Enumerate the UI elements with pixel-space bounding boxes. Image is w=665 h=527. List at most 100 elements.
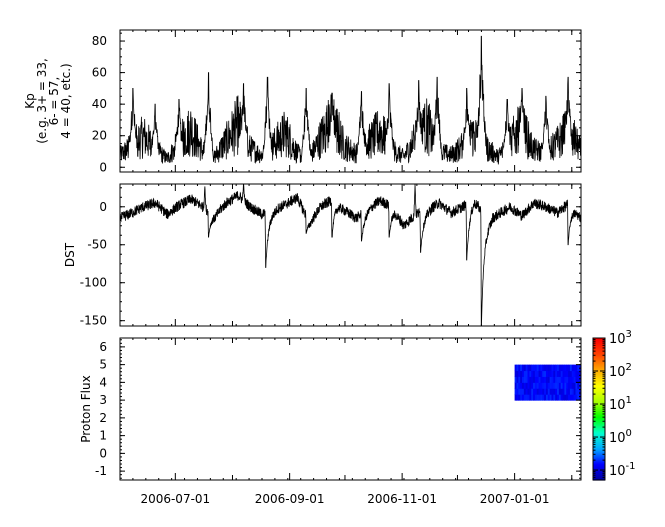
heatmap-cell xyxy=(547,382,551,389)
heatmap-cell xyxy=(577,382,580,389)
heatmap-cell xyxy=(516,388,519,395)
heatmap-cell xyxy=(514,382,517,389)
y-axis-label-line: DST xyxy=(63,242,77,267)
colorbar-band xyxy=(593,371,605,373)
heatmap-cell xyxy=(566,376,569,383)
x-tick-label: 2006-07-01 xyxy=(140,492,210,506)
y-tick-label: -100 xyxy=(80,276,107,290)
y-tick-label: 0 xyxy=(99,160,107,174)
heatmap-cell xyxy=(562,382,565,389)
dst-line xyxy=(119,183,582,327)
heatmap-cell xyxy=(538,388,541,395)
colorbar-band xyxy=(593,408,605,410)
heatmap-cell xyxy=(516,370,519,377)
colorbar-band xyxy=(593,394,605,396)
y-axis-label-line: Kp xyxy=(23,93,37,109)
colorbar-band xyxy=(593,437,605,439)
y-axis-label-line: (e.g. 3+ = 33, xyxy=(35,58,49,144)
heatmap-cell xyxy=(523,382,527,389)
colorbar-band xyxy=(593,439,605,441)
colorbar-band xyxy=(593,339,605,341)
proton-flux-plot-frame xyxy=(119,337,582,481)
dst-panel: 0 -50 -100 -150 DST xyxy=(63,183,582,328)
colorbar-band xyxy=(593,385,605,387)
heatmap-cell xyxy=(518,388,521,395)
heatmap-cell xyxy=(549,394,552,401)
colorbar-band xyxy=(593,419,605,421)
heatmap-cell xyxy=(531,364,534,372)
colorbar-band xyxy=(593,374,605,376)
colorbar-band xyxy=(593,338,605,340)
heatmap-cell xyxy=(525,394,529,401)
heatmap-cell xyxy=(568,376,571,383)
heatmap-cell xyxy=(566,370,569,377)
dst-series-line xyxy=(119,183,582,327)
colorbar-band xyxy=(593,469,605,471)
x-tick-label: 2007-01-01 xyxy=(480,492,550,506)
colorbar-band xyxy=(593,356,605,358)
colorbar-band xyxy=(593,468,605,470)
heatmap-cell xyxy=(553,394,556,401)
proton-flux-y-axis-label: Proton Flux xyxy=(79,375,93,442)
heatmap-cell xyxy=(523,394,527,401)
colorbar-band xyxy=(593,373,605,375)
heatmap-cell xyxy=(557,364,560,372)
heatmap-cell xyxy=(569,370,573,377)
y-tick-label: -150 xyxy=(80,314,107,328)
heatmap-cell xyxy=(523,364,527,372)
heatmap-cell xyxy=(533,370,536,377)
colorbar-band xyxy=(593,353,605,355)
colorbar-band xyxy=(593,354,605,356)
heatmap-cell xyxy=(571,388,575,395)
heatmap-cell xyxy=(575,388,578,395)
heatmap-cell xyxy=(520,376,523,383)
heatmap-cell xyxy=(568,394,571,401)
colorbar-band xyxy=(593,398,605,400)
y-axis-label-line: 4 = 40, etc.) xyxy=(59,63,73,138)
y-tick-label: 40 xyxy=(92,97,107,111)
colorbar-band xyxy=(593,477,605,479)
heatmap-cell xyxy=(533,376,536,383)
colorbar-band xyxy=(593,449,605,451)
heatmap-cell xyxy=(538,394,541,401)
colorbar-band xyxy=(593,450,605,452)
heatmap-cell xyxy=(557,376,560,383)
heatmap-cell xyxy=(536,394,540,401)
colorbar-band xyxy=(593,411,605,413)
colorbar-band xyxy=(593,451,605,453)
colorbar-band xyxy=(593,444,605,446)
heatmap-cell xyxy=(555,376,558,383)
colorbar-band xyxy=(593,384,605,386)
heatmap-cell xyxy=(577,370,580,377)
colorbar-band xyxy=(593,412,605,414)
colorbar-band xyxy=(593,417,605,419)
colorbar-band xyxy=(593,423,605,425)
colorbar-band xyxy=(593,441,605,443)
heatmap-cell xyxy=(529,364,532,372)
heatmap-cell xyxy=(549,364,552,372)
colorbar-band xyxy=(593,380,605,382)
colorbar-tick-label: 101 xyxy=(609,395,632,413)
colorbar-band xyxy=(593,382,605,384)
colorbar-band xyxy=(593,346,605,348)
heatmap-cell xyxy=(551,370,554,377)
colorbar-band xyxy=(593,462,605,464)
colorbar-band xyxy=(593,466,605,468)
heatmap-cell xyxy=(558,376,562,383)
heatmap-cell xyxy=(521,394,525,401)
colorbar-band xyxy=(593,457,605,459)
colorbar-band xyxy=(593,421,605,423)
heatmap-cell xyxy=(569,388,573,395)
heatmap-cell xyxy=(577,388,580,395)
colorbar-band xyxy=(593,343,605,345)
heatmap-cell xyxy=(533,394,536,401)
colorbar-band xyxy=(593,442,605,444)
colorbar-band xyxy=(593,434,605,436)
y-tick-label: 80 xyxy=(92,34,107,48)
kp-panel: 0 20 40 60 80 Kp(e.g. 3+ = 33,6- = 57,4 = 40… xyxy=(23,29,582,174)
colorbar-band xyxy=(593,454,605,456)
heatmap-cell xyxy=(529,382,532,389)
colorbar-band xyxy=(593,426,605,428)
colorbar-band xyxy=(593,375,605,377)
